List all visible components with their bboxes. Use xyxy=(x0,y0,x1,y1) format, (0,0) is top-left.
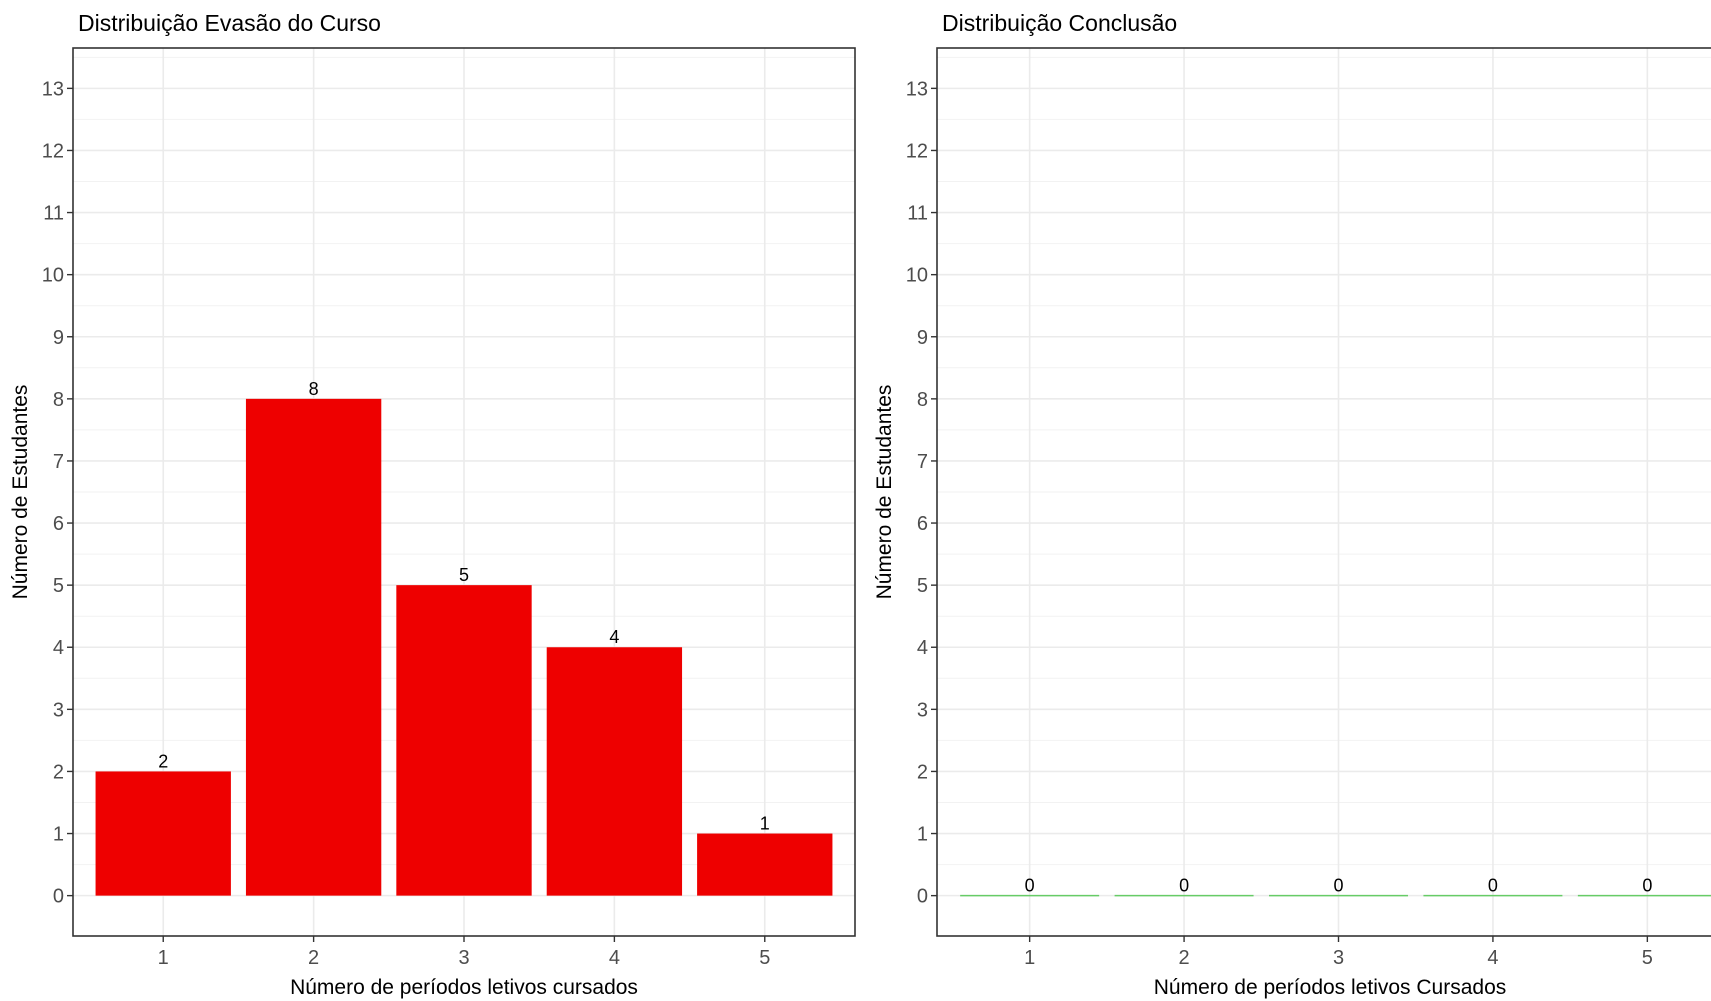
data-label-1: 0 xyxy=(1025,876,1035,896)
x-tick-label: 5 xyxy=(759,947,770,969)
data-label-3: 0 xyxy=(1333,876,1343,896)
y-axis-title: Número de Estudantes xyxy=(873,385,896,600)
y-tick-label: 10 xyxy=(42,265,64,287)
data-label-1: 2 xyxy=(158,751,168,771)
y-tick-label: 10 xyxy=(906,265,928,287)
data-label-3: 5 xyxy=(459,565,469,585)
y-tick-label: 9 xyxy=(917,327,928,349)
y-tick-label: 0 xyxy=(917,886,928,908)
y-tick-label: 12 xyxy=(906,140,928,162)
bar-5 xyxy=(697,833,833,896)
x-tick-label: 3 xyxy=(458,947,469,969)
bar-3 xyxy=(396,585,532,896)
y-tick-label: 11 xyxy=(907,203,928,225)
data-label-4: 4 xyxy=(609,627,619,647)
x-axis-title: Número de períodos letivos Cursados xyxy=(1154,976,1507,999)
bar-1 xyxy=(95,771,231,896)
y-tick-label: 2 xyxy=(917,761,928,783)
y-tick-label: 3 xyxy=(917,699,928,721)
chart-title: Distribuição Conclusão xyxy=(942,10,1177,36)
y-tick-label: 8 xyxy=(53,389,64,411)
x-tick-label: 4 xyxy=(609,947,620,969)
y-tick-label: 3 xyxy=(53,699,64,721)
y-tick-label: 7 xyxy=(917,451,928,473)
y-tick-label: 4 xyxy=(53,637,64,659)
x-tick-label: 2 xyxy=(308,947,319,969)
bar-4 xyxy=(546,647,683,896)
y-tick-label: 12 xyxy=(42,140,64,162)
y-tick-label: 9 xyxy=(53,327,64,349)
x-axis-title: Número de períodos letivos cursados xyxy=(290,976,638,999)
y-tick-label: 6 xyxy=(53,513,64,535)
data-label-5: 0 xyxy=(1642,876,1652,896)
x-tick-label: 1 xyxy=(1024,947,1035,969)
y-tick-label: 7 xyxy=(53,451,64,473)
data-label-2: 0 xyxy=(1179,876,1189,896)
x-tick-label: 5 xyxy=(1642,947,1653,969)
chart-title: Distribuição Evasão do Curso xyxy=(78,10,381,36)
bar-2 xyxy=(245,398,382,896)
y-tick-label: 13 xyxy=(42,78,64,100)
y-tick-label: 0 xyxy=(53,886,64,908)
data-label-5: 1 xyxy=(760,814,770,834)
x-tick-label: 2 xyxy=(1179,947,1190,969)
y-tick-label: 11 xyxy=(43,203,64,225)
y-tick-label: 8 xyxy=(917,389,928,411)
y-tick-label: 5 xyxy=(53,575,64,597)
y-tick-label: 13 xyxy=(906,78,928,100)
y-axis-title: Número de Estudantes xyxy=(9,385,32,600)
y-tick-label: 6 xyxy=(917,513,928,535)
y-tick-label: 1 xyxy=(53,824,64,846)
y-tick-label: 4 xyxy=(917,637,928,659)
y-tick-label: 5 xyxy=(917,575,928,597)
y-tick-label: 1 xyxy=(917,824,928,846)
data-label-4: 0 xyxy=(1488,876,1498,896)
x-tick-label: 3 xyxy=(1333,947,1344,969)
x-tick-label: 1 xyxy=(158,947,169,969)
data-label-2: 8 xyxy=(309,379,319,399)
y-tick-label: 2 xyxy=(53,761,64,783)
x-tick-label: 4 xyxy=(1487,947,1498,969)
